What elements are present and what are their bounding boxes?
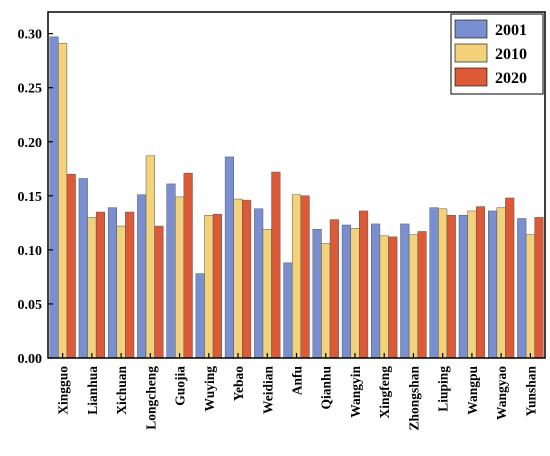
legend-entry-2001: 2001 — [454, 19, 527, 39]
bar-2010-lianhua — [87, 217, 97, 359]
bar-2020-wangyin — [359, 210, 369, 359]
x-tick-label-xichuan: Xichuan — [114, 366, 129, 415]
bar-2010-anfu — [291, 194, 302, 359]
x-tick-label-guojia: Guojia — [173, 366, 188, 406]
x-tick-label-yunshan: Yunshan — [523, 366, 538, 417]
legend-swatch-2001 — [454, 19, 488, 39]
legend-label-2020: 2020 — [495, 70, 527, 87]
legend-swatch-2010 — [454, 43, 488, 63]
legend-label-2010: 2010 — [495, 46, 527, 63]
bar-2001-wangyin — [341, 224, 351, 359]
x-tick-label-wangyin: Wangyin — [348, 366, 363, 418]
bars-layer — [49, 36, 544, 359]
bar-2020-wangyao — [505, 197, 515, 359]
bar-2020-xichuan — [125, 211, 135, 359]
bar-2020-xingguo — [66, 173, 76, 359]
bar-2010-xingfeng — [379, 235, 389, 359]
bar-2010-wangpu — [467, 210, 477, 359]
bar-2010-wangyao — [496, 207, 506, 359]
legend-entry-2010: 2010 — [454, 43, 527, 63]
bar-2010-weidian — [262, 229, 272, 359]
bar-2020-longcheng — [154, 225, 164, 359]
bar-2010-yebao — [233, 198, 243, 359]
x-tick-label-yebao: Yebao — [231, 366, 246, 402]
bar-2010-wuying — [204, 215, 214, 359]
bar-2020-wuying — [212, 213, 222, 359]
bar-2001-wangpu — [458, 215, 468, 359]
bar-2020-xingfeng — [388, 236, 398, 359]
x-tick-label-anfu: Anfu — [290, 366, 305, 396]
x-tick-label-lianhua: Lianhua — [85, 366, 100, 415]
y-tick-label: 0.00 — [18, 352, 43, 367]
x-tick-label-qianhu: Qianhu — [319, 366, 334, 410]
bar-2020-liuping — [446, 215, 456, 359]
bar-2010-xichuan — [116, 225, 126, 359]
bar-2020-wangpu — [475, 206, 486, 359]
bar-2001-lianhua — [78, 178, 88, 359]
bar-2001-guojia — [166, 183, 176, 359]
legend-entry-2020: 2020 — [454, 67, 527, 87]
bar-2020-guojia — [183, 172, 193, 359]
x-tick-label-xingguo: Xingguo — [56, 366, 71, 415]
bar-2001-wangyao — [487, 210, 498, 359]
bar-2001-weidian — [254, 208, 264, 359]
bar-2001-yunshan — [517, 218, 527, 359]
legend-label-2001: 2001 — [495, 22, 527, 39]
x-tick-label-wangyao: Wangyao — [494, 366, 509, 420]
bar-2001-liuping — [429, 207, 439, 359]
x-tick-label-xingfeng: Xingfeng — [377, 366, 392, 419]
bar-2020-zhongshan — [417, 231, 427, 359]
bar-2010-qianhu — [321, 243, 331, 359]
y-tick-label: 0.10 — [18, 244, 43, 259]
bar-2001-xingfeng — [371, 223, 381, 359]
bar-2010-guojia — [175, 196, 185, 359]
bar-2001-yebao — [224, 156, 234, 359]
bar-2020-qianhu — [329, 219, 339, 359]
bar-2010-zhongshan — [408, 234, 418, 359]
y-tick-label: 0.15 — [18, 190, 43, 205]
bar-2010-wangyin — [350, 228, 360, 359]
bar-2020-weidian — [271, 171, 281, 359]
bar-2001-zhongshan — [400, 223, 410, 359]
bar-2001-wuying — [195, 273, 205, 359]
bar-2001-xingguo — [49, 36, 59, 359]
legend: 2001 2010 2020 — [450, 13, 544, 95]
x-axis: Xingguo Lianhua Xichuan Longcheng Guojia Wuyi… — [56, 353, 538, 431]
bar-2020-lianhua — [95, 211, 106, 359]
bar-2010-longcheng — [145, 155, 155, 359]
x-tick-label-longcheng: Longcheng — [143, 366, 158, 430]
bar-2020-yunshan — [534, 217, 544, 359]
x-tick-label-liuping: Liuping — [436, 366, 451, 412]
x-tick-label-wuying: Wuying — [202, 366, 217, 412]
y-tick-label: 0.05 — [18, 298, 43, 313]
x-tick-label-weidian: Weidian — [260, 366, 275, 415]
bar-2020-anfu — [300, 195, 310, 359]
x-tick-label-wangpu: Wangpu — [465, 366, 480, 415]
bar-2001-anfu — [283, 262, 293, 359]
y-tick-label: 0.25 — [18, 82, 43, 97]
y-tick-label: 0.20 — [18, 136, 43, 151]
x-tick-label-zhongshan: Zhongshan — [406, 366, 421, 431]
bar-2010-liuping — [438, 208, 448, 359]
bar-2020-yebao — [242, 199, 252, 359]
legend-swatch-2020 — [454, 67, 488, 87]
bar-2001-qianhu — [312, 229, 322, 359]
bar-2010-xingguo — [58, 43, 68, 359]
bar-2001-xichuan — [107, 207, 118, 359]
bar-2010-yunshan — [525, 234, 535, 359]
bar-2001-longcheng — [137, 194, 147, 359]
y-axis: 0.00 0.05 0.10 0.15 0.20 0.25 0.30 — [18, 28, 53, 367]
y-tick-label: 0.30 — [18, 28, 43, 43]
